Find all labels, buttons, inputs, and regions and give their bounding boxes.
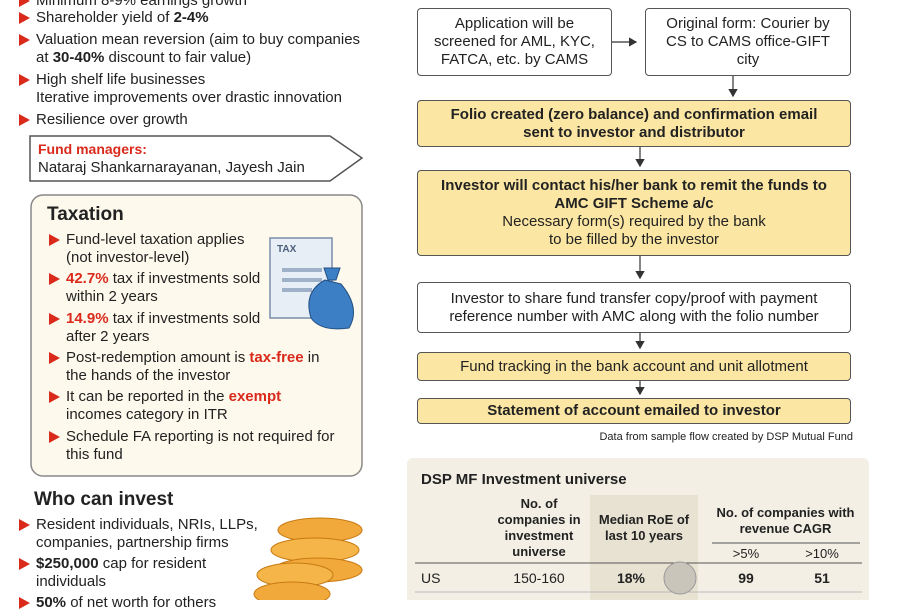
bullet: Minimum 8-9% earnings growth <box>19 0 247 10</box>
bullet: Schedule FA reporting is not required fo… <box>49 428 341 464</box>
bullet: 14.9% tax if investments sold after 2 ye… <box>49 310 266 346</box>
text: incomes category in ITR <box>66 406 228 423</box>
flow-step: Original form: Courier by CS to CAMS off… <box>645 8 851 76</box>
text: Schedule FA reporting is not required fo… <box>66 428 335 463</box>
tax-icon <box>269 237 354 330</box>
emphasis: 50% <box>36 594 67 611</box>
bullet: Valuation mean reversion (aim to buy com… <box>19 31 376 67</box>
text: discount to fair value) <box>104 49 252 66</box>
text: Iterative improvements over drastic inno… <box>36 89 342 106</box>
fund-managers-names: Nataraj Shankarnarayanan, Jayesh Jain <box>38 159 305 176</box>
flow-step: Application will be screened for AML, KY… <box>417 8 612 76</box>
text: Investor to share fund transfer copy/pro… <box>449 289 819 325</box>
table-header: Median RoE of last 10 years <box>598 512 690 543</box>
text: Fund-level taxation applies (not investo… <box>66 231 245 266</box>
circle <box>663 561 697 595</box>
text: Original form: Courier by CS to CAMS off… <box>666 15 830 68</box>
table-subheader: >10% <box>805 546 839 561</box>
flow-step: Investor will contact his/her bank to re… <box>417 170 851 256</box>
emphasis: 30-40% <box>52 49 105 66</box>
table-cell: 18% <box>616 570 646 586</box>
text: tax if investments sold within 2 years <box>66 270 261 305</box>
table-header: No. of companies in investment universe <box>497 496 581 559</box>
text: Folio created (zero balance) and confirm… <box>450 105 818 141</box>
text: Minimum 8-9% earnings growth <box>36 0 247 9</box>
emphasis: tax-free <box>249 349 304 366</box>
text: Valuation mean reversion (aim to buy com… <box>36 31 361 66</box>
text: cap for resident individuals <box>36 555 207 590</box>
table-cell: US <box>421 570 441 586</box>
bullet: Post-redemption amount is tax-free in th… <box>49 349 341 385</box>
table-title: DSP MF Investment universe <box>421 471 627 488</box>
text: Investor will contact his/her bank to re… <box>441 177 827 212</box>
emphasis: 42.7% <box>66 270 109 287</box>
bullet: High shelf life businesses Iterative impr… <box>19 71 396 107</box>
table-subheader: >5% <box>732 546 760 561</box>
text: Shareholder yield of <box>36 9 174 26</box>
text: Fund tracking in the bank account and un… <box>460 357 808 375</box>
text: Resident individuals, NRIs, LLPs, compan… <box>36 516 258 551</box>
fund-managers-label: Fund managers: <box>38 141 147 157</box>
bullet: It can be reported in the exempt incomes… <box>49 388 341 424</box>
table-cell: 150-160 <box>513 570 565 586</box>
table-cell: 51 <box>814 570 830 586</box>
text: Necessary form(s) required by the bank t… <box>502 213 766 248</box>
text: It can be reported in the <box>66 388 229 405</box>
text: Application will be screened for AML, KY… <box>434 15 595 68</box>
bullet: 42.7% tax if investments sold within 2 y… <box>49 270 266 306</box>
text: tax if investments sold after 2 years <box>66 310 261 345</box>
table-cell: 99 <box>738 570 754 586</box>
text: High shelf life businesses <box>36 71 206 88</box>
tax-icon-label: TAX <box>277 244 297 255</box>
emphasis: 2-4% <box>173 9 209 26</box>
bullet: Resident individuals, NRIs, LLPs, compan… <box>19 516 266 552</box>
bullet: Shareholder yield of 2-4% <box>19 9 209 27</box>
text: Statement of account emailed to investor <box>487 402 781 419</box>
flow-step: Folio created (zero balance) and confirm… <box>417 100 851 147</box>
flow-step: Fund tracking in the bank account and un… <box>417 352 851 381</box>
bullet: $250,000 cap for resident individuals <box>19 555 246 591</box>
who-title: Who can invest <box>34 489 174 510</box>
bullet: Resilience over growth <box>19 111 188 129</box>
flow-step: Statement of account emailed to investor <box>417 398 851 424</box>
bullet: 50% of net worth for others <box>19 594 256 612</box>
emphasis: 14.9% <box>66 310 109 327</box>
source-note: Data from sample flow created by DSP Mut… <box>599 431 853 443</box>
text: in the hands of the investor <box>66 349 320 384</box>
table-header: No. of companies with revenue CAGR <box>716 505 855 536</box>
fund-managers-box <box>29 135 364 182</box>
bullet: Fund-level taxation applies (not investo… <box>49 231 266 267</box>
taxation-title: Taxation <box>47 204 124 225</box>
emphasis: $250,000 <box>36 555 99 572</box>
text: of net worth for others <box>66 594 217 611</box>
text: Resilience over growth <box>36 111 188 128</box>
emphasis: exempt <box>228 388 282 405</box>
flow-step: Investor to share fund transfer copy/pro… <box>417 282 851 333</box>
coins <box>253 517 363 600</box>
text: Post-redemption amount is <box>66 349 250 366</box>
